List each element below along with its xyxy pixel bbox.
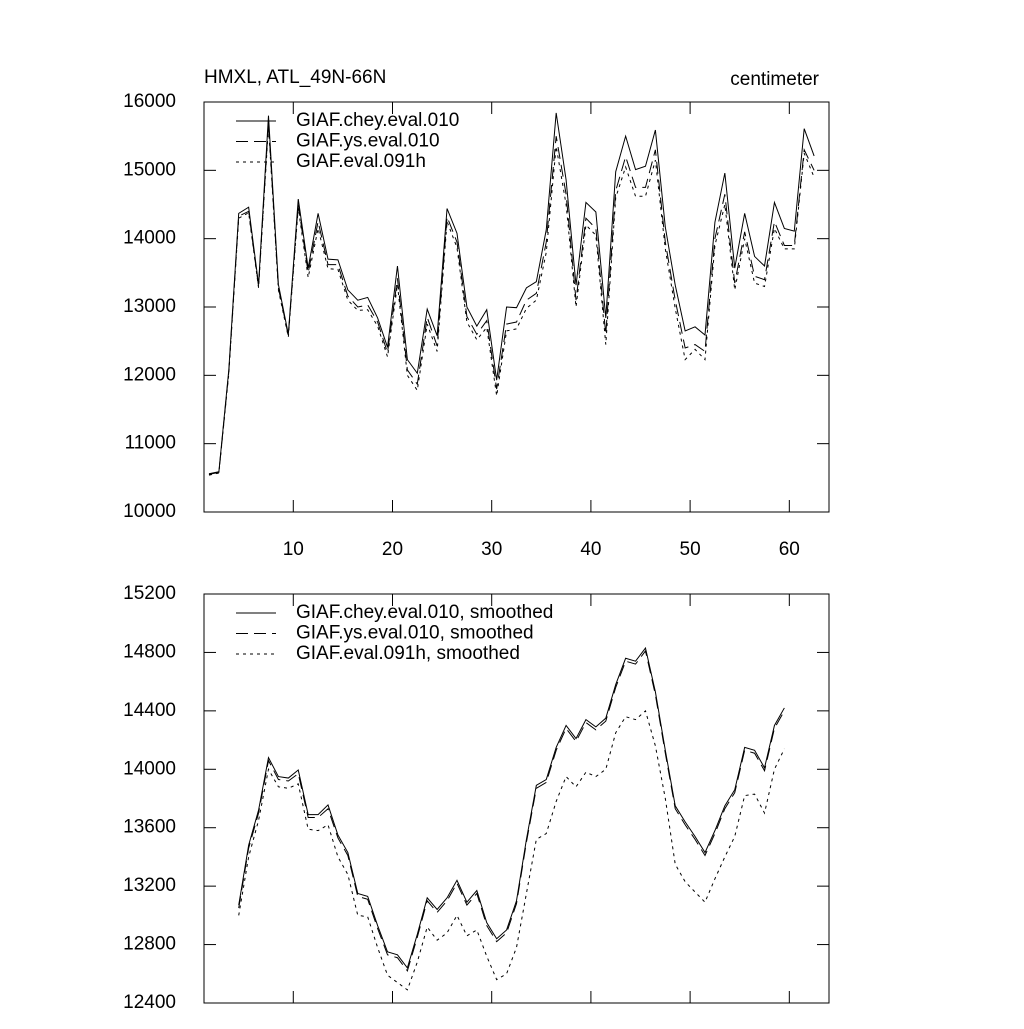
legend-label: GIAF.eval.091h, smoothed bbox=[296, 643, 520, 664]
data-line bbox=[208, 122, 815, 475]
data-line bbox=[238, 649, 785, 972]
y-tick-label: 11000 bbox=[125, 433, 176, 454]
legend-label: GIAF.chey.eval.010 bbox=[296, 110, 459, 131]
y-tick-label: 14800 bbox=[123, 641, 176, 662]
y-tick-label: 12800 bbox=[123, 934, 176, 955]
x-tick-label: 40 bbox=[580, 539, 601, 560]
x-tick-label: 20 bbox=[382, 539, 403, 560]
legend-label: GIAF.ys.eval.010, smoothed bbox=[296, 623, 534, 644]
data-line bbox=[208, 112, 815, 475]
legend-label: GIAF.ys.eval.010 bbox=[296, 131, 440, 152]
y-tick-label: 15200 bbox=[123, 583, 176, 604]
x-tick-label: 10 bbox=[283, 539, 304, 560]
x-tick-label: 60 bbox=[779, 539, 800, 560]
y-tick-label: 13600 bbox=[123, 817, 176, 838]
legend-label: GIAF.chey.eval.010, smoothed bbox=[296, 602, 553, 623]
y-tick-label: 13000 bbox=[123, 296, 176, 317]
y-tick-label: 10000 bbox=[123, 501, 176, 522]
plot-frame bbox=[203, 593, 830, 1004]
y-tick-label: 16000 bbox=[123, 91, 176, 112]
y-tick-label: 15000 bbox=[123, 159, 176, 180]
data-line bbox=[238, 646, 785, 970]
chart-title: HMXL, ATL_49N-66N bbox=[204, 67, 386, 88]
y-tick-label: 12000 bbox=[123, 364, 176, 385]
data-line bbox=[238, 709, 785, 991]
x-tick-label: 50 bbox=[680, 539, 701, 560]
legend-label: GIAF.eval.091h bbox=[296, 151, 426, 172]
y-tick-label: 14000 bbox=[123, 228, 176, 249]
x-tick-label: 30 bbox=[481, 539, 502, 560]
y-tick-label: 13200 bbox=[123, 875, 176, 896]
y-tick-label: 12400 bbox=[123, 992, 176, 1013]
y-tick-label: 14400 bbox=[123, 700, 176, 721]
units-label: centimeter bbox=[730, 69, 819, 90]
y-tick-label: 14000 bbox=[123, 758, 176, 779]
